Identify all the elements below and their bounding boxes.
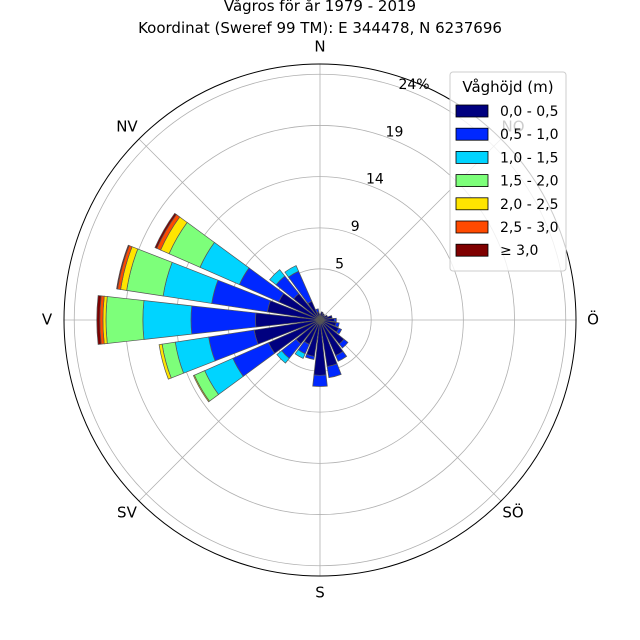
- rose-bar-segment: [284, 265, 300, 278]
- legend-swatch: [455, 243, 489, 257]
- rose-bar-segment: [269, 269, 286, 286]
- rose-bar-segment: [294, 349, 306, 359]
- legend-frame: [449, 71, 567, 272]
- rose-bar-segment: [190, 305, 257, 335]
- direction-label: SÖ: [502, 503, 523, 522]
- rose-bar-segment: [305, 353, 315, 360]
- radial-tick-label: 5: [335, 257, 344, 273]
- chart-title-line2: Koordinat (Sweref 99 TM): E 344478, N 62…: [138, 19, 502, 37]
- outer-circle: [63, 63, 577, 577]
- rose-bar-segment: [158, 343, 172, 380]
- rose-bar-segment: [338, 338, 349, 349]
- rose-bar-segment: [96, 295, 102, 345]
- legend-label: 2,5 - 3,0: [500, 220, 558, 236]
- rose-bar-segment: [336, 327, 343, 335]
- rose-bar-segment: [105, 296, 145, 344]
- legend: Våghöjd (m) 0,0 - 0,5 0,5 - 1,0 1,0 - 1,5 1…: [449, 71, 567, 272]
- rose-bar-segment: [312, 374, 328, 387]
- direction-label: SV: [117, 504, 138, 522]
- radial-tick-label: 24%: [398, 77, 429, 93]
- legend-label: 2,0 - 2,5: [500, 197, 558, 213]
- radial-tick-labels: 5 9 14 19 24%: [335, 77, 429, 273]
- legend-label: 0,5 - 1,0: [500, 127, 558, 143]
- legend-label: ≥ 3,0: [500, 243, 538, 259]
- rose-bars: [96, 212, 349, 403]
- legend-swatch: [455, 150, 489, 164]
- rose-bar-segment: [334, 322, 340, 328]
- rose-bar-segment: [319, 315, 333, 321]
- legend-swatch: [455, 174, 489, 188]
- direction-label: Ö: [587, 310, 599, 329]
- legend-swatch: [455, 104, 489, 118]
- spoke-line: [319, 319, 502, 502]
- chart-title-line1: Vågros för år 1979 - 2019: [224, 0, 416, 15]
- rose-bar-segment: [116, 244, 130, 290]
- legend-items: 0,0 - 0,5 0,5 - 1,0 1,0 - 1,5 1,5 - 2,0 2,0 …: [455, 104, 558, 259]
- legend-swatch: [455, 127, 489, 141]
- legend-swatch: [455, 197, 489, 211]
- radial-tick-label: 19: [386, 124, 404, 140]
- rose-bar-segment: [142, 300, 193, 340]
- radial-tick-label: 14: [366, 172, 384, 188]
- direction-label: V: [42, 311, 53, 329]
- rose-bar-segment: [276, 350, 290, 364]
- grid-circle: [73, 73, 567, 567]
- rose-bar-segment: [154, 212, 177, 249]
- direction-label: S: [315, 584, 325, 602]
- legend-swatch: [455, 220, 489, 234]
- rose-bar-segment: [192, 374, 210, 403]
- direction-label: N: [314, 38, 325, 56]
- rose-bar-segment: [315, 308, 320, 313]
- direction-label: NV: [116, 117, 138, 135]
- legend-label: 1,5 - 2,0: [500, 174, 558, 190]
- rose-bar-segment: [335, 350, 348, 362]
- legend-title: Våghöjd (m): [462, 78, 553, 96]
- radial-tick-label: 9: [351, 219, 360, 235]
- legend-label: 1,0 - 1,5: [500, 150, 558, 166]
- legend-label: 0,0 - 0,5: [500, 104, 558, 120]
- rose-bar-segment: [326, 363, 342, 379]
- rose-bar-segment: [333, 317, 337, 323]
